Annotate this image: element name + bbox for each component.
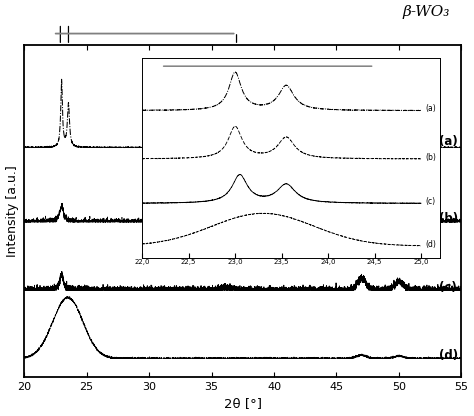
- X-axis label: 2θ [°]: 2θ [°]: [224, 397, 262, 411]
- Text: (d): (d): [439, 349, 458, 362]
- Text: (c): (c): [439, 280, 457, 294]
- Text: (a): (a): [439, 135, 458, 148]
- Text: (b): (b): [439, 212, 458, 225]
- Text: β-WO₃: β-WO₃: [403, 5, 450, 19]
- Y-axis label: Intensity [a.u.]: Intensity [a.u.]: [6, 165, 18, 257]
